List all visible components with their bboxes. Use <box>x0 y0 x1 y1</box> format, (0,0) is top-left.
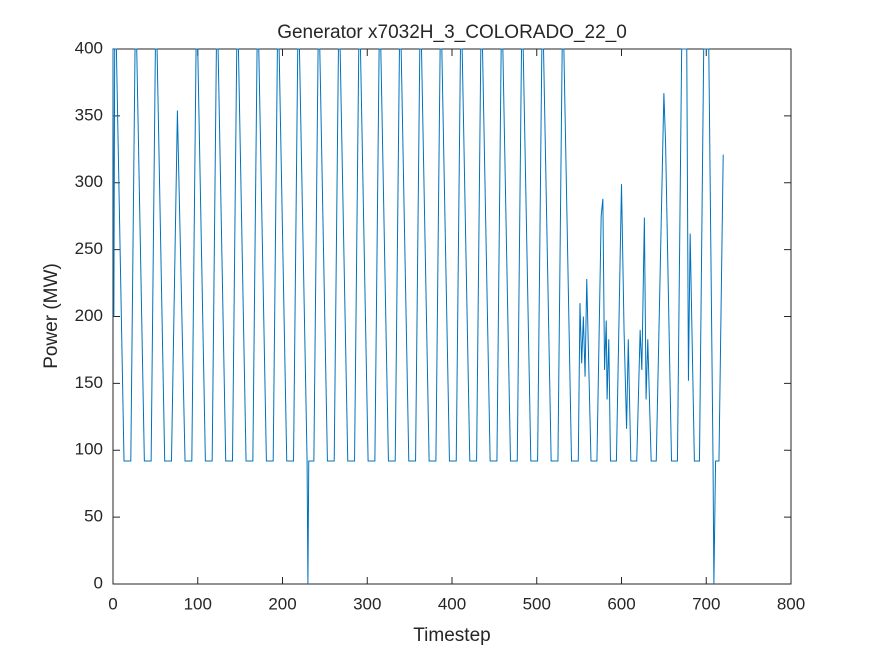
y-tick-label: 150 <box>75 373 103 392</box>
x-tick-label: 100 <box>184 594 212 613</box>
y-axis-label: Power (MW) <box>41 263 62 369</box>
x-tick-label: 0 <box>108 594 117 613</box>
data-line <box>112 48 724 585</box>
x-tick-label: 600 <box>607 594 635 613</box>
y-tick-label: 250 <box>75 239 103 258</box>
y-tick-label: 100 <box>75 440 103 459</box>
y-tick-label: 50 <box>84 507 103 526</box>
y-tick-label: 300 <box>75 172 103 191</box>
chart-title: Generator x7032H_3_COLORADO_22_0 <box>277 22 627 43</box>
x-axis-label: Timestep <box>413 625 490 646</box>
x-tick-label: 500 <box>523 594 551 613</box>
y-tick-label: 200 <box>75 306 103 325</box>
x-tick-label: 200 <box>268 594 296 613</box>
x-tick-label: 300 <box>353 594 381 613</box>
x-tick-label: 700 <box>692 594 720 613</box>
y-tick-label: 400 <box>75 38 103 57</box>
y-tick-label: 350 <box>75 105 103 124</box>
y-tick-label: 0 <box>94 573 103 592</box>
x-tick-label: 800 <box>777 594 805 613</box>
x-tick-label: 400 <box>438 594 466 613</box>
